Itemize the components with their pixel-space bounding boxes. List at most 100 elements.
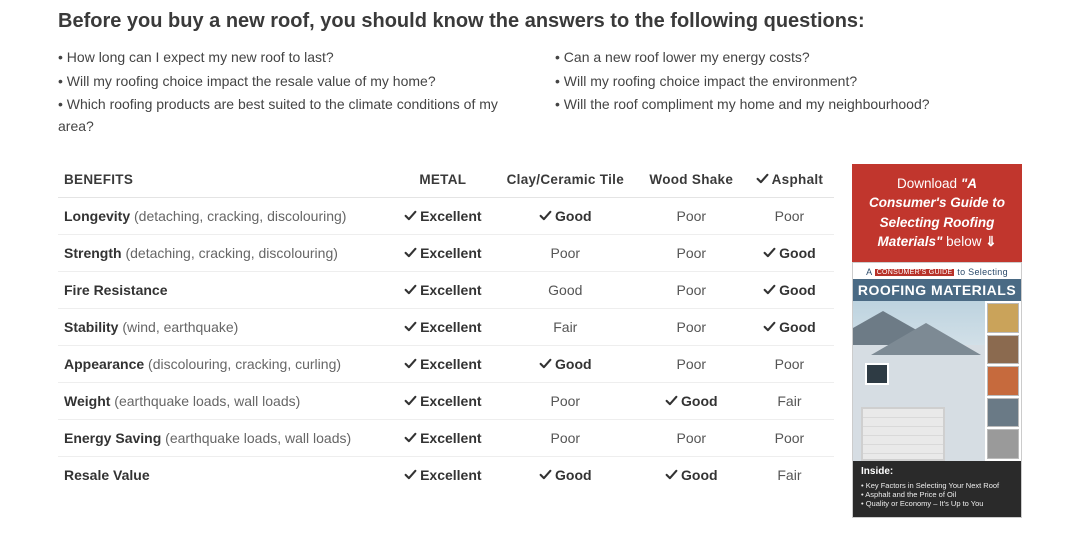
table-row: Appearance (discolouring, cracking, curl… bbox=[58, 345, 834, 382]
value-cell: Good bbox=[493, 456, 638, 493]
swatch bbox=[987, 366, 1019, 396]
cover-house-illustration bbox=[853, 301, 985, 461]
check-icon bbox=[539, 209, 552, 222]
col-header: Asphalt bbox=[745, 164, 834, 198]
cover-banner-post: to Selecting bbox=[954, 267, 1007, 277]
cover-banner-pre: A bbox=[866, 267, 875, 277]
promo-text: Download "A Consumer's Guide to Selectin… bbox=[852, 164, 1022, 262]
comparison-table: BENEFITS METALClay/Ceramic TileWood Shak… bbox=[58, 164, 834, 493]
download-promo[interactable]: Download "A Consumer's Guide to Selectin… bbox=[852, 164, 1022, 518]
question-item: • Which roofing products are best suited… bbox=[58, 94, 525, 137]
inside-item: Quality or Economy – It's Up to You bbox=[861, 499, 1013, 508]
check-icon bbox=[665, 468, 678, 481]
value-cell: Excellent bbox=[393, 271, 493, 308]
col-header: METAL bbox=[393, 164, 493, 198]
value-cell: Poor bbox=[638, 345, 745, 382]
benefit-cell: Stability (wind, earthquake) bbox=[58, 308, 393, 345]
swatch bbox=[987, 398, 1019, 428]
check-icon bbox=[404, 431, 417, 444]
table-row: Strength (detaching, cracking, discolour… bbox=[58, 234, 834, 271]
value-cell: Poor bbox=[638, 271, 745, 308]
check-icon bbox=[763, 320, 776, 333]
value-cell: Good bbox=[493, 345, 638, 382]
check-icon bbox=[404, 246, 417, 259]
down-arrow-icon: ⇓ bbox=[985, 234, 996, 249]
check-icon bbox=[763, 283, 776, 296]
check-icon bbox=[404, 209, 417, 222]
promo-lead: Download bbox=[897, 176, 961, 191]
question-item: • Can a new roof lower my energy costs? bbox=[555, 47, 1022, 69]
check-icon bbox=[539, 357, 552, 370]
benefit-cell: Fire Resistance bbox=[58, 271, 393, 308]
swatch bbox=[987, 303, 1019, 333]
value-cell: Poor bbox=[638, 197, 745, 234]
questions-left: • How long can I expect my new roof to l… bbox=[58, 47, 525, 140]
benefit-cell: Appearance (discolouring, cracking, curl… bbox=[58, 345, 393, 382]
benefit-cell: Strength (detaching, cracking, discolour… bbox=[58, 234, 393, 271]
table-row: Fire ResistanceExcellentGoodPoorGood bbox=[58, 271, 834, 308]
swatch bbox=[987, 429, 1019, 459]
benefit-cell: Energy Saving (earthquake loads, wall lo… bbox=[58, 419, 393, 456]
check-icon bbox=[756, 172, 769, 185]
value-cell: Excellent bbox=[393, 456, 493, 493]
check-icon bbox=[539, 468, 552, 481]
value-cell: Poor bbox=[493, 419, 638, 456]
swatch bbox=[987, 335, 1019, 365]
value-cell: Poor bbox=[745, 345, 834, 382]
check-icon bbox=[404, 320, 417, 333]
value-cell: Good bbox=[493, 271, 638, 308]
value-cell: Good bbox=[638, 456, 745, 493]
table-row: Stability (wind, earthquake)ExcellentFai… bbox=[58, 308, 834, 345]
value-cell: Good bbox=[745, 271, 834, 308]
table-row: Longevity (detaching, cracking, discolou… bbox=[58, 197, 834, 234]
page-heading: Before you buy a new roof, you should kn… bbox=[58, 10, 1022, 33]
value-cell: Good bbox=[638, 382, 745, 419]
check-icon bbox=[404, 357, 417, 370]
cover-inside-heading: Inside: bbox=[861, 466, 1013, 479]
benefit-cell: Weight (earthquake loads, wall loads) bbox=[58, 382, 393, 419]
question-item: • Will my roofing choice impact the envi… bbox=[555, 71, 1022, 93]
table-row: Energy Saving (earthquake loads, wall lo… bbox=[58, 419, 834, 456]
value-cell: Poor bbox=[638, 234, 745, 271]
check-icon bbox=[404, 394, 417, 407]
value-cell: Excellent bbox=[393, 234, 493, 271]
value-cell: Poor bbox=[745, 197, 834, 234]
value-cell: Poor bbox=[493, 234, 638, 271]
value-cell: Fair bbox=[745, 456, 834, 493]
table-row: Weight (earthquake loads, wall loads)Exc… bbox=[58, 382, 834, 419]
cover-swatches bbox=[985, 301, 1021, 461]
cover-body bbox=[853, 301, 1021, 461]
check-icon bbox=[404, 283, 417, 296]
value-cell: Poor bbox=[638, 308, 745, 345]
value-cell: Excellent bbox=[393, 382, 493, 419]
cover-title: ROOFING MATERIALS bbox=[853, 279, 1021, 301]
value-cell: Poor bbox=[638, 419, 745, 456]
value-cell: Good bbox=[493, 197, 638, 234]
value-cell: Excellent bbox=[393, 419, 493, 456]
check-icon bbox=[404, 468, 417, 481]
col-header: Wood Shake bbox=[638, 164, 745, 198]
value-cell: Poor bbox=[745, 419, 834, 456]
inside-item: Key Factors in Selecting Your Next Roof bbox=[861, 481, 1013, 490]
value-cell: Poor bbox=[493, 382, 638, 419]
col-header: Clay/Ceramic Tile bbox=[493, 164, 638, 198]
value-cell: Fair bbox=[493, 308, 638, 345]
cover-banner-mid: CONSUMER'S GUIDE bbox=[875, 269, 955, 276]
value-cell: Excellent bbox=[393, 197, 493, 234]
promo-trail: below bbox=[942, 234, 985, 249]
check-icon bbox=[665, 394, 678, 407]
questions-block: • How long can I expect my new roof to l… bbox=[58, 47, 1022, 140]
table-row: Resale ValueExcellentGoodGoodFair bbox=[58, 456, 834, 493]
value-cell: Good bbox=[745, 234, 834, 271]
benefit-cell: Resale Value bbox=[58, 456, 393, 493]
cover-banner: A CONSUMER'S GUIDE to Selecting bbox=[853, 263, 1021, 279]
col-benefits: BENEFITS bbox=[58, 164, 393, 198]
questions-right: • Can a new roof lower my energy costs?•… bbox=[555, 47, 1022, 140]
question-item: • How long can I expect my new roof to l… bbox=[58, 47, 525, 69]
check-icon bbox=[763, 246, 776, 259]
inside-item: Asphalt and the Price of Oil bbox=[861, 490, 1013, 499]
promo-cover[interactable]: A CONSUMER'S GUIDE to Selecting ROOFING … bbox=[852, 262, 1022, 518]
value-cell: Excellent bbox=[393, 308, 493, 345]
benefit-cell: Longevity (detaching, cracking, discolou… bbox=[58, 197, 393, 234]
value-cell: Excellent bbox=[393, 345, 493, 382]
